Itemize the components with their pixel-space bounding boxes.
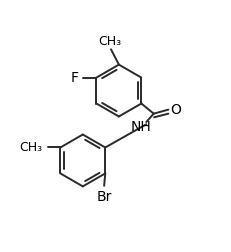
Text: NH: NH [131,120,152,134]
Text: Br: Br [97,190,112,203]
Text: O: O [170,103,181,116]
Text: F: F [70,71,78,85]
Text: CH₃: CH₃ [98,35,122,48]
Text: CH₃: CH₃ [19,141,42,154]
